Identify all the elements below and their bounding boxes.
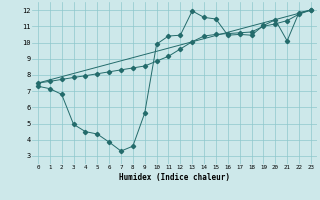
X-axis label: Humidex (Indice chaleur): Humidex (Indice chaleur)	[119, 173, 230, 182]
